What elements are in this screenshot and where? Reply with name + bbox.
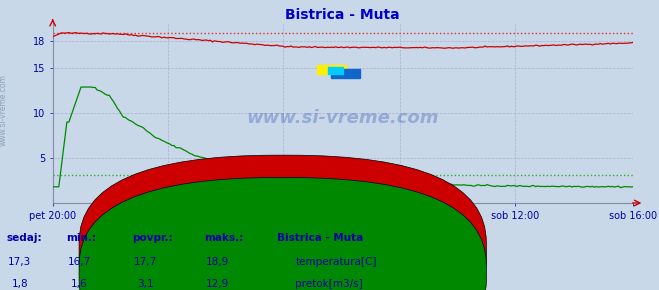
Text: www.si-vreme.com: www.si-vreme.com bbox=[0, 74, 8, 146]
Text: pretok[m3/s]: pretok[m3/s] bbox=[295, 279, 363, 289]
Text: www.si-vreme.com: www.si-vreme.com bbox=[246, 110, 439, 128]
Text: min.:: min.: bbox=[66, 233, 96, 243]
Text: 1,6: 1,6 bbox=[71, 279, 88, 289]
Text: temperatura[C]: temperatura[C] bbox=[295, 257, 377, 267]
Text: Bistrica - Muta: Bistrica - Muta bbox=[277, 233, 363, 243]
Text: 3,1: 3,1 bbox=[136, 279, 154, 289]
Title: Bistrica - Muta: Bistrica - Muta bbox=[285, 8, 400, 22]
Bar bbox=[331, 69, 360, 78]
Text: 12,9: 12,9 bbox=[206, 279, 229, 289]
Text: povpr.:: povpr.: bbox=[132, 233, 173, 243]
Text: 16,7: 16,7 bbox=[67, 257, 91, 267]
Text: 17,3: 17,3 bbox=[8, 257, 32, 267]
Text: 1,8: 1,8 bbox=[11, 279, 28, 289]
Bar bbox=[328, 67, 343, 75]
Text: maks.:: maks.: bbox=[204, 233, 244, 243]
Text: 18,9: 18,9 bbox=[206, 257, 229, 267]
Text: sedaj:: sedaj: bbox=[7, 233, 42, 243]
Text: 17,7: 17,7 bbox=[133, 257, 157, 267]
Bar bbox=[316, 65, 345, 74]
